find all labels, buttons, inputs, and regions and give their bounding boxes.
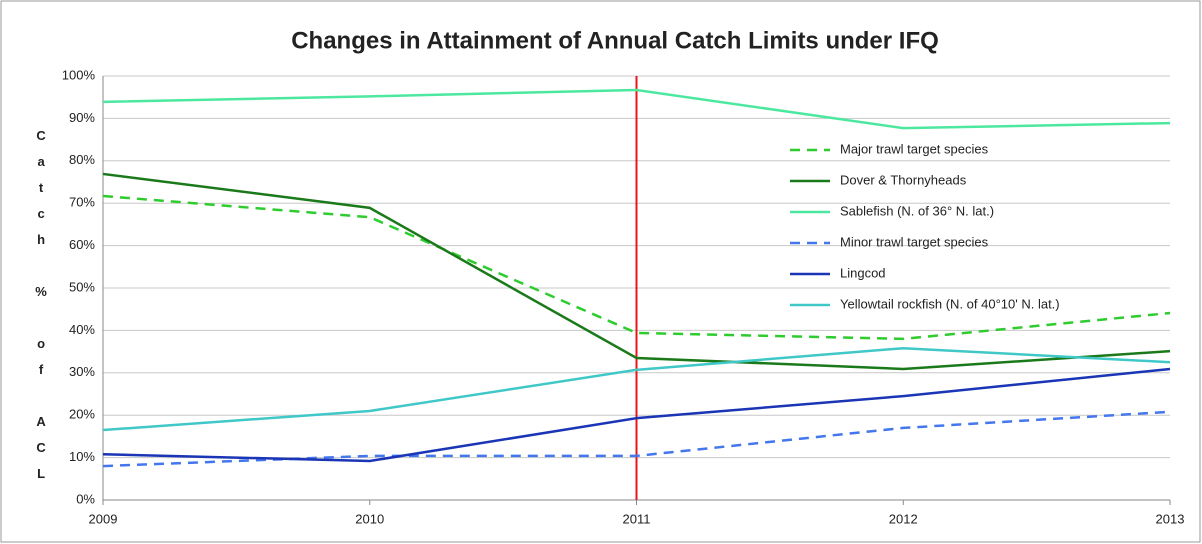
series-line — [102, 194, 1171, 341]
legend-label: Lingcod — [840, 265, 886, 280]
series-line — [102, 346, 1171, 432]
x-tick-label: 2010 — [355, 511, 384, 526]
y-tick-label: 40% — [69, 322, 95, 337]
legend-label: Minor trawl target species — [840, 234, 989, 249]
series-line — [102, 88, 1171, 130]
y-tick-label: 100% — [62, 67, 96, 82]
legend-label: Dover & Thornyheads — [840, 172, 967, 187]
y-tick-label: 10% — [69, 449, 95, 464]
x-tick-label: 2009 — [89, 511, 118, 526]
legend-label: Yellowtail rockfish (N. of 40°10' N. lat… — [840, 296, 1060, 311]
y-tick-label: 50% — [69, 279, 95, 294]
y-axis-label: Catch % of ACL — [34, 128, 49, 492]
y-tick-label: 70% — [69, 195, 95, 210]
y-tick-label: 80% — [69, 152, 95, 167]
y-tick-label: 90% — [69, 110, 95, 125]
x-tick-label: 2012 — [889, 511, 918, 526]
y-tick-label: 0% — [76, 491, 95, 506]
legend-label: Sablefish (N. of 36° N. lat.) — [840, 203, 994, 218]
chart-title: Changes in Attainment of Annual Catch Li… — [291, 27, 939, 54]
x-tick-label: 2011 — [623, 511, 651, 526]
series-line — [102, 172, 1171, 371]
series-line — [102, 367, 1171, 463]
y-tick-label: 60% — [69, 237, 95, 252]
y-tick-label: 20% — [69, 407, 95, 422]
legend-label: Major trawl target species — [840, 141, 989, 156]
x-tick-label: 2013 — [1156, 511, 1185, 526]
y-tick-label: 30% — [69, 364, 95, 379]
